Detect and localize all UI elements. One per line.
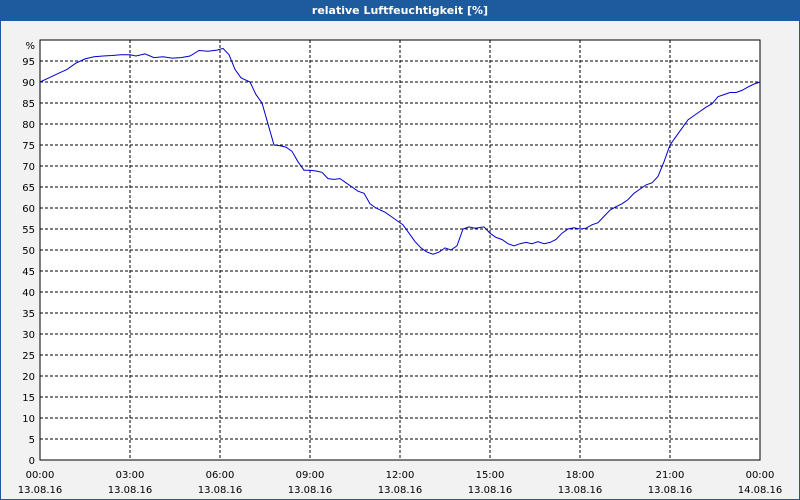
x-tick-time: 09:00 bbox=[296, 470, 325, 481]
x-tick-date: 13.08.16 bbox=[558, 485, 603, 496]
x-tick-date: 13.08.16 bbox=[648, 485, 693, 496]
y-tick-label: 10 bbox=[22, 414, 35, 425]
y-tick-label: 80 bbox=[22, 120, 35, 131]
x-tick-date: 13.08.16 bbox=[468, 485, 513, 496]
x-tick-time: 03:00 bbox=[116, 470, 145, 481]
y-tick-label: 50 bbox=[22, 246, 35, 257]
y-tick-label: 20 bbox=[22, 372, 35, 383]
y-tick-label: 60 bbox=[22, 204, 35, 215]
x-tick-time: 00:00 bbox=[26, 470, 55, 481]
x-tick-time: 21:00 bbox=[656, 470, 685, 481]
y-tick-label: 35 bbox=[22, 309, 35, 320]
y-tick-label: 45 bbox=[22, 267, 35, 278]
y-tick-label: 85 bbox=[22, 99, 35, 110]
x-tick-date: 13.08.16 bbox=[378, 485, 423, 496]
y-tick-label: 90 bbox=[22, 78, 35, 89]
x-tick-date: 13.08.16 bbox=[288, 485, 333, 496]
y-tick-label: 75 bbox=[22, 141, 35, 152]
y-tick-label: 55 bbox=[22, 225, 35, 236]
x-tick-date: 14.08.16 bbox=[738, 485, 783, 496]
x-tick-time: 12:00 bbox=[386, 470, 415, 481]
x-tick-date: 13.08.16 bbox=[18, 485, 63, 496]
y-tick-label: 70 bbox=[22, 162, 35, 173]
y-tick-label: 95 bbox=[22, 57, 35, 68]
y-tick-label: 0 bbox=[29, 456, 35, 467]
y-unit-label: % bbox=[25, 41, 35, 52]
x-tick-date: 13.08.16 bbox=[108, 485, 153, 496]
x-tick-date: 13.08.16 bbox=[198, 485, 243, 496]
x-tick-time: 00:00 bbox=[746, 470, 775, 481]
x-tick-time: 15:00 bbox=[476, 470, 505, 481]
y-tick-label: 40 bbox=[22, 288, 35, 299]
y-tick-label: 15 bbox=[22, 393, 35, 404]
y-tick-label: 65 bbox=[22, 183, 35, 194]
y-tick-label: 30 bbox=[22, 330, 35, 341]
y-tick-label: 25 bbox=[22, 351, 35, 362]
y-tick-label: 5 bbox=[29, 435, 35, 446]
x-tick-time: 18:00 bbox=[566, 470, 595, 481]
x-tick-time: 06:00 bbox=[206, 470, 235, 481]
